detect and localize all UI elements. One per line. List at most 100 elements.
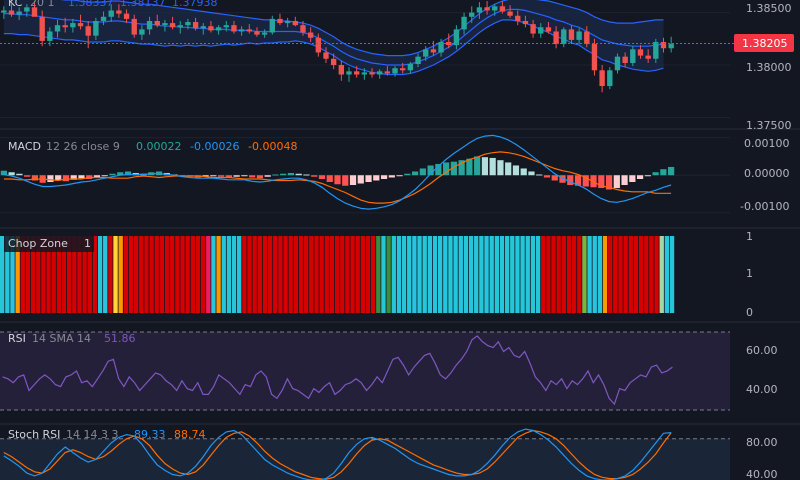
candle-body [622,56,628,63]
macd-histogram-bar [0,170,7,176]
candle-body [93,20,99,36]
chop-zone-panel[interactable] [0,236,675,313]
chop-zone-bar [41,236,46,313]
macd-histogram-bar [62,175,70,182]
candle-body [31,7,38,17]
rsi-panel[interactable] [0,331,730,411]
chop-zone-bar [345,236,350,313]
chop-zone-bar [30,236,36,313]
macd-histogram-bar [357,175,364,184]
chop-zone-bar [556,236,561,313]
chop-axis-tick: 1 [746,267,753,280]
candle-body [292,20,298,26]
stoch-axis-tick: 80.00 [746,436,778,449]
macd-panel[interactable] [0,134,730,214]
chop-zone-bar [370,236,376,313]
chop-zone-bar [365,236,371,313]
chop-zone-bar [118,236,123,313]
chop-zone-bar [355,236,360,313]
candle-body [54,25,61,32]
chop-zone-bar [350,236,355,313]
chop-zone-bar [644,236,649,313]
chop-zone-bar [571,236,577,313]
rsi-value: 51.86 [104,332,136,345]
chop-zone-bar [669,236,675,313]
macd-line-value: -0.00026 [190,140,239,153]
chop-zone-bar [494,236,500,313]
chop-zone-bar [309,236,314,313]
chop-zone-bar [314,236,319,313]
chop-zone-bar [376,236,381,313]
chop-zone-bar [504,236,510,313]
macd-histogram-value: 0.00022 [136,140,182,153]
stoch-k-line [3,428,672,480]
macd-histogram-bar [8,172,15,176]
candle-body [123,13,130,19]
stoch-rsi-panel[interactable] [0,428,730,480]
rsi-legend-name[interactable]: RSI [8,332,26,345]
chop-zone-bar [602,236,608,313]
macd-histogram-bar [388,175,395,178]
candle-body [8,10,15,15]
candle-body [70,23,76,28]
chop-zone-bar [551,236,556,313]
candle-body [284,20,291,24]
macd-legend-name[interactable]: MACD [8,140,41,153]
candle-body [461,16,467,30]
chop-axis-tick: 1 [746,230,753,243]
candle-body [146,20,153,30]
chop-zone-bar [582,236,587,313]
chop-zone-bar [474,236,479,313]
chop-zone-bar [103,236,108,313]
candle-body [108,10,114,17]
candle-body [545,27,552,32]
candle-body [162,23,168,26]
macd-histogram-bar [218,175,225,177]
chop-zone-bar [56,236,62,313]
chop-axis-tick: 0 [746,306,753,319]
kc-lower-value: 1.37938 [172,0,218,9]
stoch-legend-name[interactable]: Stoch RSI [8,428,60,441]
rsi-axis-tick: 40.00 [746,383,778,396]
macd-histogram-bar [373,175,380,181]
macd-histogram-bar [590,175,597,188]
macd-histogram-bar [644,175,651,177]
macd-histogram-bar [443,162,450,176]
candle-body [315,37,322,53]
candle-body [77,23,84,27]
candle-body [599,70,605,87]
chop-zone-bar [633,236,639,313]
chop-zone-bar [87,236,92,313]
chop-legend-name[interactable]: Chop Zone [8,237,68,250]
candle-body [377,71,383,75]
candle-body [369,72,375,75]
candle-body [423,49,429,57]
chop-legend-backdrop [4,234,94,252]
macd-histogram-bar [458,160,465,176]
candle-body [538,27,544,34]
chop-zone-bar [329,236,335,313]
macd-histogram-bar [249,175,256,178]
chop-zone-bar [396,236,402,313]
macd-histogram-bar [16,173,23,176]
chop-zone-bar [360,236,366,313]
macd-histogram-bar [124,171,132,176]
candle-body [300,25,306,33]
chop-zone-bar [288,236,293,313]
price-panel[interactable] [0,0,734,119]
chop-zone-bar [458,236,463,313]
macd-histogram-bar [668,166,675,176]
kc-legend-name[interactable]: KC [8,0,23,9]
chop-zone-bar [463,236,469,313]
macd-histogram-bar [47,175,54,183]
stoch-legend-params: 14 14 3 3 [66,428,118,441]
candle-body [499,6,506,12]
chop-zone-bar [237,236,242,313]
candle-body [438,41,444,53]
macd-axis-tick: 0.00000 [744,167,790,180]
macd-histogram-bar [489,157,496,176]
macd-histogram-bar [536,174,543,176]
stoch-k-value: 89.33 [134,428,166,441]
candle-body [607,70,613,87]
